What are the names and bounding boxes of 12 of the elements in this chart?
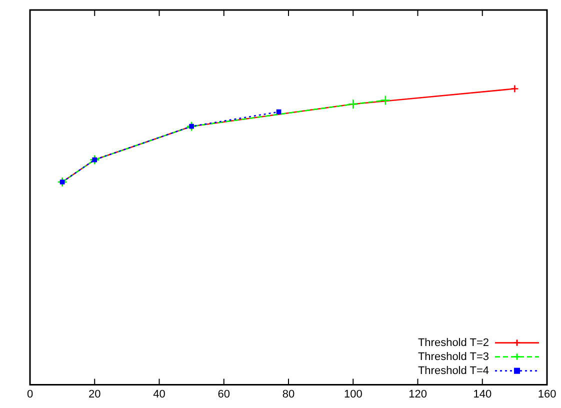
x-tick-label: 140 — [473, 388, 492, 400]
x-tick-label: 20 — [88, 388, 101, 400]
x-tick-label: 160 — [538, 388, 556, 400]
x-tick-label: 100 — [344, 388, 362, 400]
x-tick-label: 80 — [282, 388, 295, 400]
x-tick-label: 0 — [26, 388, 34, 400]
legend-label: Threshold T=2 — [418, 336, 489, 349]
legend-label: Threshold T=3 — [418, 350, 489, 363]
x-tick-label: 40 — [153, 388, 166, 400]
legend-label: Threshold T=4 — [418, 364, 489, 377]
x-tick-label: 60 — [218, 388, 230, 400]
x-tick-label: 120 — [408, 388, 427, 400]
